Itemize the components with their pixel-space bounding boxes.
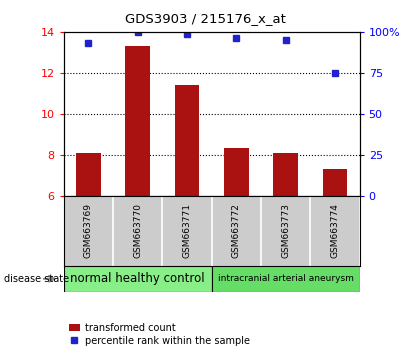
- Bar: [64, 266, 212, 292]
- Text: GSM663769: GSM663769: [84, 204, 93, 258]
- Text: GSM663773: GSM663773: [281, 204, 290, 258]
- Text: GSM663771: GSM663771: [182, 204, 192, 258]
- Bar: [323, 169, 347, 196]
- Text: GSM663772: GSM663772: [232, 204, 241, 258]
- Bar: [224, 148, 249, 196]
- Text: disease state: disease state: [4, 274, 69, 284]
- Bar: [125, 46, 150, 196]
- Text: GDS3903 / 215176_x_at: GDS3903 / 215176_x_at: [125, 12, 286, 25]
- Bar: [212, 266, 360, 292]
- Text: normal healthy control: normal healthy control: [70, 272, 205, 285]
- Text: GSM663770: GSM663770: [133, 204, 142, 258]
- Bar: [273, 153, 298, 196]
- Text: GSM663774: GSM663774: [330, 204, 339, 258]
- Legend: transformed count, percentile rank within the sample: transformed count, percentile rank withi…: [69, 323, 250, 346]
- Text: intracranial arterial aneurysm: intracranial arterial aneurysm: [218, 274, 353, 283]
- Bar: [175, 85, 199, 196]
- Bar: [76, 153, 101, 196]
